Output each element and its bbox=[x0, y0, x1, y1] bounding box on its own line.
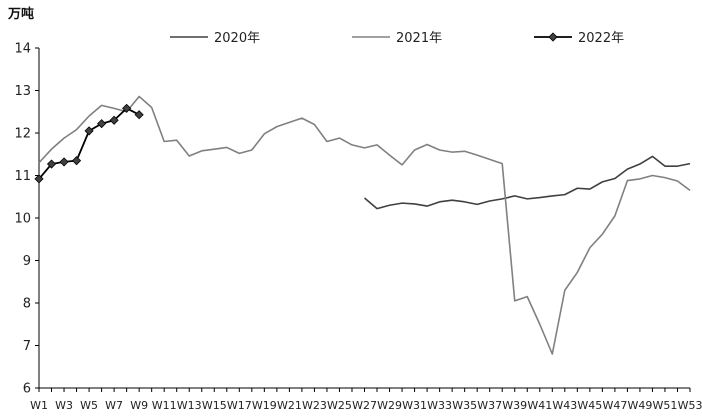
x-tick-label: W43 bbox=[552, 399, 577, 412]
series-layer bbox=[34, 95, 691, 355]
data-point-marker bbox=[97, 119, 107, 129]
y-tick-label: 7 bbox=[23, 339, 31, 354]
x-tick-label: W25 bbox=[327, 399, 352, 412]
data-point-marker bbox=[34, 174, 44, 184]
x-tick-label: W9 bbox=[130, 399, 148, 412]
x-tick-label: W33 bbox=[427, 399, 452, 412]
data-point-marker bbox=[134, 110, 144, 120]
data-point-marker bbox=[46, 159, 57, 169]
y-tick-label: 13 bbox=[14, 84, 31, 99]
data-point-marker bbox=[59, 157, 69, 167]
x-tick-label: W29 bbox=[377, 399, 402, 412]
legend-label: 2022年 bbox=[578, 31, 624, 46]
legend-marker bbox=[548, 32, 558, 42]
x-tick-label: W49 bbox=[627, 399, 652, 412]
x-tick-label: W13 bbox=[177, 399, 202, 412]
legend-label: 2021年 bbox=[396, 31, 442, 46]
y-tick-label: 10 bbox=[14, 212, 31, 227]
data-point-marker bbox=[84, 126, 94, 136]
y-tick-label: 9 bbox=[23, 254, 31, 269]
x-tick-label: W47 bbox=[602, 399, 627, 412]
x-tick-label: W3 bbox=[55, 399, 73, 412]
x-tick-label: W37 bbox=[477, 399, 502, 412]
y-axis-unit-label: 万吨 bbox=[7, 6, 34, 22]
x-tick-label: W39 bbox=[502, 399, 527, 412]
x-tick-label: W51 bbox=[653, 399, 678, 412]
series-line-1 bbox=[38, 95, 691, 355]
series-line-2 bbox=[38, 107, 140, 180]
y-tick-label: 12 bbox=[14, 127, 31, 142]
x-tick-label: W45 bbox=[577, 399, 602, 412]
x-tick-label: W23 bbox=[302, 399, 327, 412]
x-tick-label: W19 bbox=[252, 399, 277, 412]
x-tick-label: W17 bbox=[227, 399, 252, 412]
x-tick-label: W21 bbox=[277, 399, 302, 412]
x-tick-label: W41 bbox=[527, 399, 552, 412]
x-tick-label: W27 bbox=[352, 399, 377, 412]
y-tick-label: 11 bbox=[14, 169, 31, 184]
x-tick-label: W7 bbox=[105, 399, 123, 412]
x-tick-label: W35 bbox=[452, 399, 477, 412]
data-point-marker bbox=[71, 156, 82, 166]
legend-label: 2020年 bbox=[214, 31, 260, 46]
legend: 2020年 2021年 2022年 bbox=[170, 31, 624, 46]
y-tick-label: 8 bbox=[23, 297, 31, 312]
y-tick-label: 14 bbox=[14, 42, 31, 57]
x-tick-label: W31 bbox=[402, 399, 427, 412]
x-tick-label: W5 bbox=[80, 399, 98, 412]
y-tick-label: 6 bbox=[23, 382, 31, 397]
x-tick-label: W15 bbox=[202, 399, 227, 412]
data-point-marker bbox=[109, 115, 119, 125]
x-tick-label: W1 bbox=[30, 399, 48, 412]
x-tick-label: W53 bbox=[678, 399, 702, 412]
series-line-0 bbox=[363, 155, 691, 210]
data-point-marker bbox=[122, 103, 132, 113]
x-tick-label: W11 bbox=[152, 399, 177, 412]
